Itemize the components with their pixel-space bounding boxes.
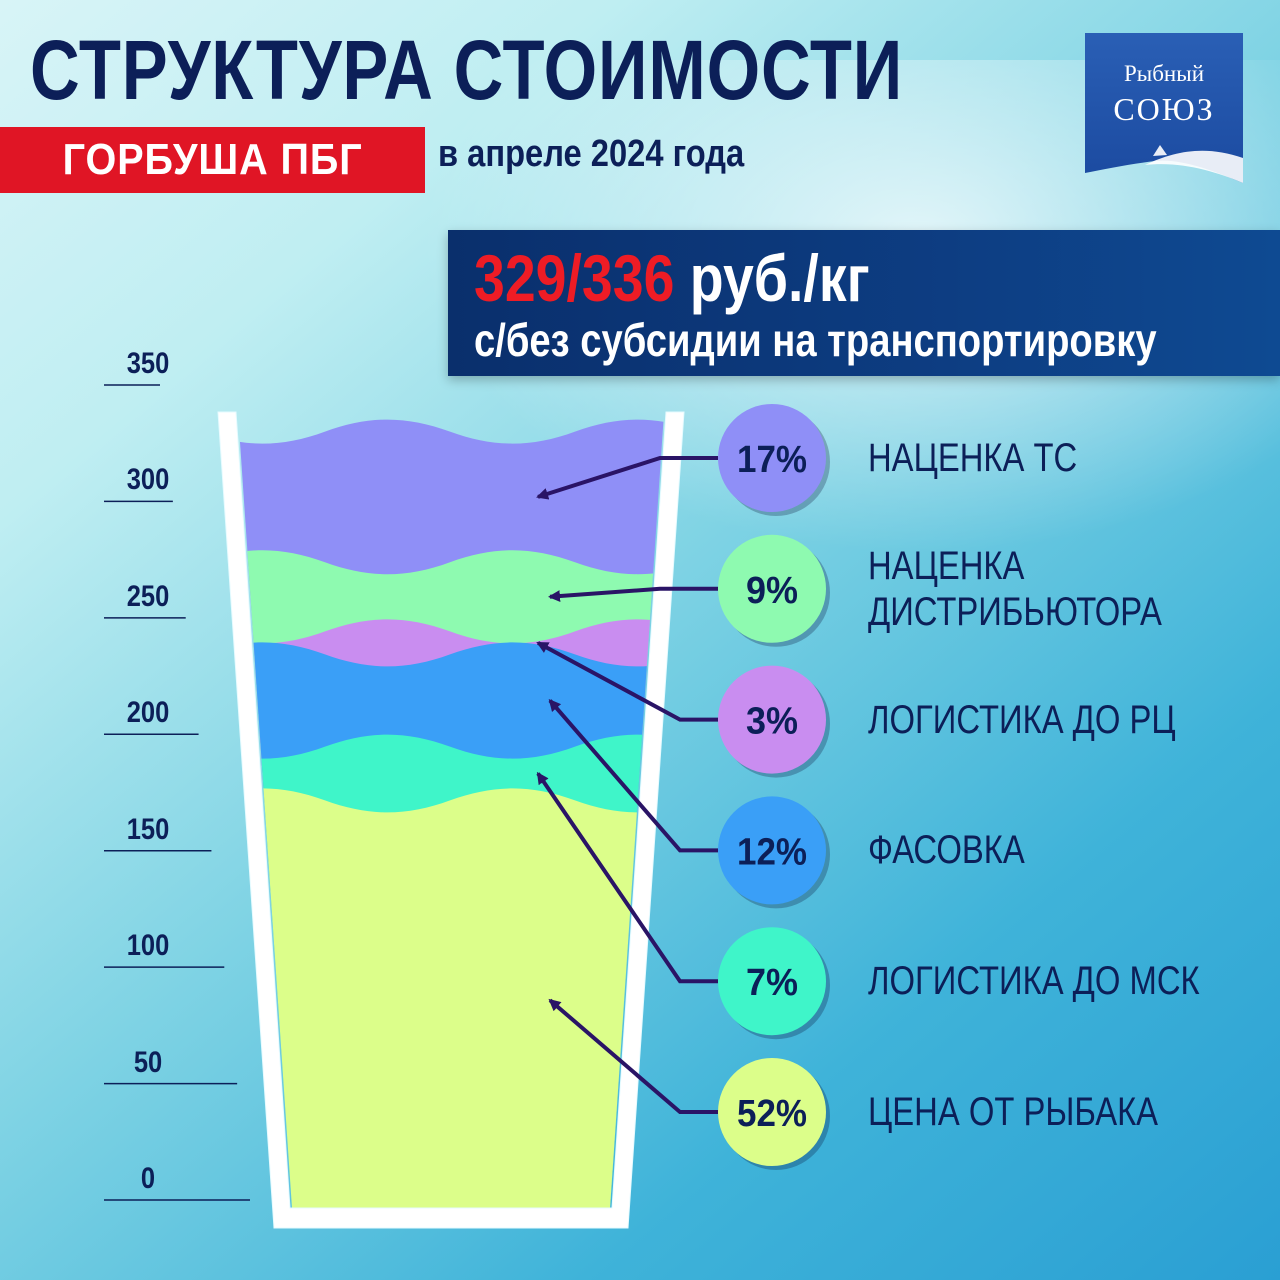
percent-badge <box>718 404 826 512</box>
percent-badge <box>718 796 826 905</box>
y-tick-label: 100 <box>126 929 170 963</box>
pointer-arrow <box>536 641 718 722</box>
percent-label: 12% <box>737 831 807 873</box>
y-tick-label: 150 <box>126 812 170 846</box>
pointer-arrow <box>536 456 718 500</box>
percent-badge <box>718 927 826 1036</box>
y-tick-label: 300 <box>126 463 170 497</box>
percent-badge <box>718 534 826 643</box>
page-title: СТРУКТУРА СТОИМОСТИ <box>30 23 904 117</box>
percent-label: 17% <box>737 439 807 481</box>
glass-outline <box>217 411 685 1229</box>
y-tick-label: 350 <box>126 347 170 380</box>
percent-label: 52% <box>737 1093 807 1135</box>
y-axis <box>104 384 250 1201</box>
stack-segment <box>237 788 665 1208</box>
pointer-arrows <box>536 456 718 1114</box>
pointer-arrow <box>548 998 718 1114</box>
legend-label: НАЦЕНКА ДИСТРИБЬЮТОРА <box>868 543 1162 635</box>
pointer-arrow <box>536 771 718 984</box>
percent-label: 3% <box>746 701 798 743</box>
percent-label: 9% <box>746 570 798 612</box>
y-tick-label: 250 <box>126 579 170 613</box>
price-banner: 329/336 руб./кг с/без субсидии на трансп… <box>448 230 1280 376</box>
brand-logo: Рыбный СОЮЗ <box>1085 33 1243 183</box>
legend-label-line: НАЦЕНКА <box>868 543 1025 588</box>
legend-label: НАЦЕНКА ТС <box>868 436 1078 480</box>
legend-label-line: ДИСТРИБЬЮТОРА <box>868 589 1162 634</box>
y-tick-label: 200 <box>126 696 170 730</box>
percent-badges: 52% 7% 12% 3% 9% 17% <box>718 404 830 1170</box>
price-unit: руб./кг <box>674 241 870 315</box>
pointer-arrow <box>548 699 718 853</box>
price-line: 329/336 руб./кг <box>474 240 870 316</box>
legend-label: ФАСОВКА <box>868 828 1025 873</box>
percent-badge <box>718 1058 826 1166</box>
product-name: ГОРБУША ПБГ <box>62 135 363 184</box>
period-label: в апреле 2024 года <box>438 133 745 175</box>
logo-line2: СОЮЗ <box>1113 91 1215 127</box>
legend-label: ЛОГИСТИКА ДО МСК <box>868 959 1200 1004</box>
legend-label: ЦЕНА ОТ РЫБАКА <box>868 1090 1159 1134</box>
percent-badge <box>718 665 826 774</box>
y-tick-label: 50 <box>133 1045 163 1079</box>
logo-badge-icon <box>1085 33 1243 183</box>
percent-label: 7% <box>746 962 798 1004</box>
product-badge: ГОРБУША ПБГ <box>0 127 425 193</box>
logo-line1: Рыбный <box>1123 61 1205 86</box>
legend-label: ЛОГИСТИКА ДО РЦ <box>868 697 1176 742</box>
pointer-arrow <box>548 586 718 603</box>
glass-fill <box>237 419 665 1208</box>
y-tick-label: 0 <box>140 1162 156 1195</box>
price-value: 329/336 <box>474 241 675 315</box>
price-note: с/без субсидии на транспортировку <box>474 314 1157 366</box>
